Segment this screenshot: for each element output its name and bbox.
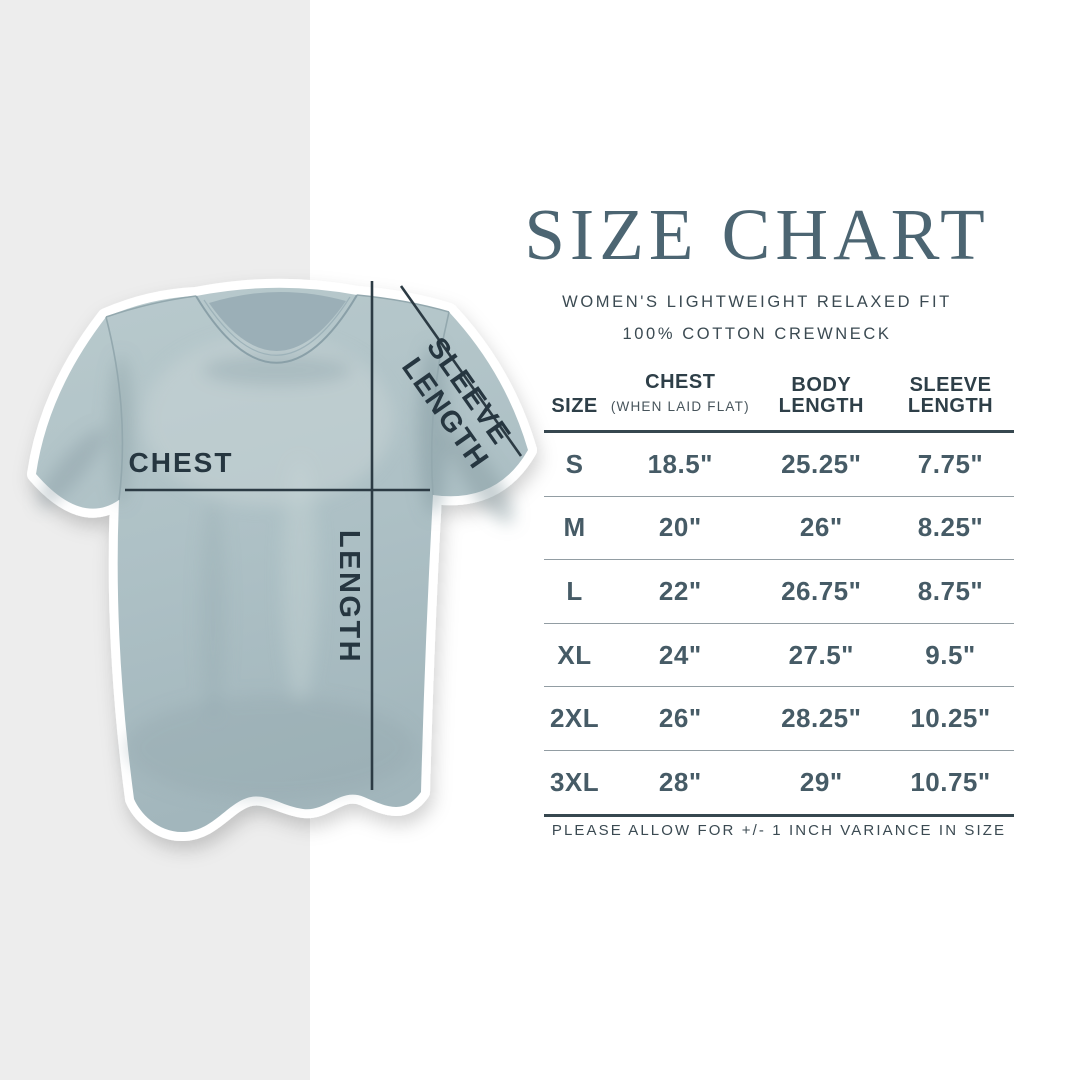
sleeve-length-cell: 8.75": [917, 575, 984, 606]
body-length-cell: 26": [799, 512, 843, 543]
subtitle-line-1: WOMEN'S LIGHTWEIGHT RELAXED FIT: [562, 293, 952, 311]
column-header-body-length: BODY LENGTH: [778, 374, 864, 417]
table-row: 3XL 28" 29" 10.75": [544, 751, 1014, 817]
table-row: L 22" 26.75" 8.75": [544, 560, 1014, 624]
chest-cell: 24": [658, 639, 702, 670]
sleeve-length-cell: 7.75": [917, 448, 984, 479]
subtitle-line-2: 100% COTTON CREWNECK: [622, 325, 892, 343]
variance-note: PLEASE ALLOW FOR +/- 1 INCH VARIANCE IN …: [551, 822, 1007, 839]
body-length-cell: 29": [799, 766, 843, 797]
body-length-cell: 26.75": [781, 575, 862, 606]
page-title: SIZE CHART: [524, 194, 990, 275]
size-cell: XL: [557, 639, 592, 670]
chest-cell: 28": [658, 766, 702, 797]
collar-opening: [209, 291, 346, 352]
table-body: S 18.5" 25.25" 7.75" M 20" 26" 8.25" L 2…: [544, 433, 1014, 817]
column-header-chest: CHEST (WHEN LAID FLAT): [605, 360, 755, 430]
chest-cell: 26": [658, 703, 702, 734]
collar-band-edge: [195, 294, 358, 364]
size-cell: M: [563, 512, 586, 543]
table-row: M 20" 26" 8.25": [544, 497, 1014, 561]
size-table: SIZE CHEST (WHEN LAID FLAT) BODY LENGTH …: [544, 360, 1014, 817]
collar-stitch: [203, 296, 351, 356]
chest-cell: 18.5": [647, 448, 713, 479]
column-header-sleeve-length: SLEEVE LENGTH: [907, 374, 994, 417]
sleeve-length-cell: 8.25": [917, 512, 984, 543]
chest-cell: 22": [658, 575, 702, 606]
column-header-size: SIZE: [551, 395, 598, 417]
column-header-chest-sub: (WHEN LAID FLAT): [610, 399, 750, 414]
sleeve-length-cell: 10.25": [910, 703, 991, 734]
table-row: S 18.5" 25.25" 7.75": [544, 433, 1014, 497]
chest-cell: 20": [658, 512, 702, 543]
seams: [105, 294, 450, 501]
chest-label: CHEST: [129, 447, 234, 478]
tshirt-photo: CHEST LENGTH SLEEVE LENGTH: [27, 278, 537, 841]
sleeve-length-line: [399, 285, 523, 457]
length-label: LENGTH: [333, 530, 365, 664]
table-row: XL 24" 27.5" 9.5": [544, 624, 1014, 688]
size-cell: L: [566, 575, 583, 606]
body-length-cell: 25.25": [781, 448, 862, 479]
size-cell: 3XL: [549, 766, 600, 797]
sleeve-length-cell: 10.75": [910, 766, 991, 797]
measurement-lines: [125, 281, 523, 790]
sleeve-length-cell: 9.5": [925, 639, 976, 670]
size-cell: S: [565, 448, 584, 479]
body-length-cell: 28.25": [781, 703, 862, 734]
body-length-cell: 27.5": [788, 639, 854, 670]
size-cell: 2XL: [549, 703, 600, 734]
table-row: 2XL 26" 28.25" 10.25": [544, 687, 1014, 751]
table-header-row: SIZE CHEST (WHEN LAID FLAT) BODY LENGTH …: [544, 360, 1014, 433]
fabric-shading: [38, 335, 514, 800]
